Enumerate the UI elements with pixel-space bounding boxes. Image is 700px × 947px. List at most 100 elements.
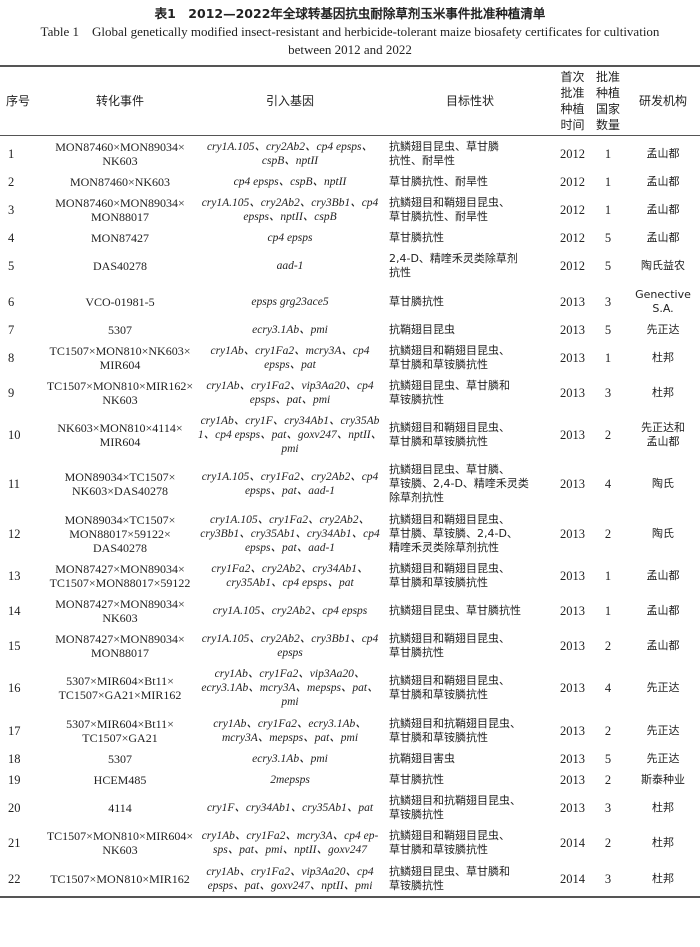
transformation-event: MON87427×MON89034× MON88017 [55, 632, 185, 661]
developer: 先正达 [646, 751, 680, 765]
target-trait: 草甘膦抗性 [389, 772, 444, 786]
row-number: 2 [8, 174, 15, 189]
target-trait: 抗鳞翅目和鞘翅目昆虫、 草甘膦和草铵膦抗性 [389, 674, 510, 702]
table-row: 7 5307 ecry3.1Ab、pmi 抗鞘翅目昆虫 2013 5 先正达 [0, 319, 700, 340]
row-number: 17 [8, 723, 21, 738]
target-trait: 抗鳞翅目和鞘翅目昆虫、 草甘膦和草铵膦抗性 [389, 829, 510, 857]
introduced-genes: ecry3.1Ab、pmi [252, 323, 328, 336]
developer: 杜邦 [652, 386, 674, 400]
approval-country-count: 2 [604, 723, 612, 738]
first-approval-year: 2013 [560, 723, 585, 738]
first-approval-year: 2012 [560, 202, 585, 217]
introduced-genes: cp4 epsps、cspB、nptII [233, 175, 347, 188]
row-number: 13 [8, 568, 21, 583]
introduced-genes: cry1Fa2、cry2Ab2、cry34Ab1、 cry35Ab1、cp4 e… [211, 562, 369, 589]
first-approval-year: 2013 [560, 681, 585, 696]
introduced-genes: 2mepsps [270, 773, 310, 786]
approval-country-count: 1 [604, 202, 612, 217]
developer: 杜邦 [652, 350, 674, 364]
approval-country-count: 2 [604, 526, 612, 541]
approval-country-count: 1 [604, 350, 612, 365]
row-number: 1 [8, 146, 15, 161]
approval-country-count: 3 [604, 294, 612, 309]
first-approval-year: 2014 [560, 836, 585, 851]
transformation-event: MON89034×TC1507× NK603×DAS40278 [64, 470, 176, 499]
target-trait: 抗鳞翅目和鞘翅目昆虫、 草甘膦、草铵膦、2,4-D、 精喹禾灵类除草剂抗性 [389, 512, 518, 554]
developer: 孟山都 [646, 639, 680, 653]
row-number: 19 [8, 772, 21, 787]
transformation-event: MON87427×MON89034× NK603 [55, 597, 185, 626]
approval-country-count: 5 [604, 231, 612, 246]
transformation-event: DAS40278 [92, 259, 147, 274]
transformation-event: 5307 [108, 751, 132, 766]
developer: 孟山都 [646, 231, 680, 245]
first-approval-year: 2013 [560, 751, 585, 766]
target-trait: 抗鳞翅目和鞘翅目昆虫、 草甘膦和草铵膦抗性 [389, 561, 510, 589]
header-no: 序号 [6, 94, 31, 108]
first-approval-year: 2013 [560, 801, 585, 816]
table-row: 1 MON87460×MON89034× NK603 cry1A.105、cry2A… [0, 136, 700, 172]
introduced-genes: cry1A.105、cry2Ab2、cp4 epsps、 cspB、nptII [206, 140, 374, 167]
developer: 先正达和 孟山都 [641, 421, 685, 449]
introduced-genes: cry1A.105、cry2Ab2、cry3Bb1、cp4 epsps、nptI… [201, 196, 379, 223]
first-approval-year: 2012 [560, 146, 585, 161]
table-row: 3 MON87460×MON89034× MON88017 cry1A.105、cr… [0, 192, 700, 227]
transformation-event: TC1507×MON810×MIR162 [50, 871, 190, 886]
first-approval-year: 2013 [560, 772, 585, 787]
approval-country-count: 1 [604, 146, 612, 161]
row-number: 9 [8, 386, 15, 401]
target-trait: 抗鳞翅目和鞘翅目昆虫、 草甘膦抗性、耐旱性 [389, 195, 510, 223]
first-approval-year: 2014 [560, 871, 585, 886]
approval-country-count: 2 [604, 836, 612, 851]
developer: 孟山都 [646, 202, 680, 216]
developer: 陶氏 [652, 477, 674, 491]
transformation-event: 5307 [108, 322, 132, 337]
table-row: 18 5307 ecry3.1Ab、pmi 抗鞘翅目害虫 2013 5 先正达 [0, 748, 700, 769]
transformation-event: MON87460×MON89034× MON88017 [55, 195, 185, 224]
table-row: 6 VCO-01981-5 epsps grg23ace5 草甘膦抗性 2013 3 Gen… [0, 284, 700, 319]
first-approval-year: 2013 [560, 428, 585, 443]
introduced-genes: cry1F、cry34Ab1、cry35Ab1、pat [206, 802, 374, 815]
introduced-genes: cry1A.105、cry2Ab2、cp4 epsps [212, 605, 368, 618]
row-number: 6 [8, 294, 15, 309]
transformation-event: TC1507×MON810×NK603× MIR604 [49, 343, 191, 372]
row-number: 15 [8, 639, 21, 654]
introduced-genes: epsps grg23ace5 [251, 295, 329, 308]
target-trait: 抗鳞翅目和抗鞘翅目昆虫、 草铵膦抗性 [389, 794, 521, 822]
row-number: 10 [8, 428, 21, 443]
row-number: 18 [8, 751, 21, 766]
first-approval-year: 2013 [560, 386, 585, 401]
introduced-genes: cp4 epsps [267, 232, 313, 245]
transformation-event: HCEM485 [93, 772, 147, 787]
developer: 先正达 [646, 723, 680, 737]
first-approval-year: 2013 [560, 568, 585, 583]
first-approval-year: 2013 [560, 477, 585, 492]
developer: 杜邦 [652, 836, 674, 850]
first-approval-year: 2013 [560, 322, 585, 337]
maize-events-table: 序号 转化事件 引入基因 目标性状 首次 批准 种植 时间 批准 种植 国家 数… [0, 65, 700, 898]
transformation-event: MON87460×NK603 [69, 174, 171, 189]
developer: 孟山都 [646, 568, 680, 582]
developer: 陶氏益农 [641, 259, 685, 273]
first-approval-year: 2012 [560, 231, 585, 246]
row-number: 12 [8, 526, 21, 541]
target-trait: 抗鳞翅目和抗鞘翅目昆虫、 草甘膦和草铵膦抗性 [389, 716, 521, 744]
header-genes: 引入基因 [265, 94, 314, 108]
transformation-event: 4114 [108, 801, 132, 816]
developer: 杜邦 [652, 801, 674, 815]
target-trait: 抗鳞翅目昆虫、草甘膦抗性 [389, 604, 521, 618]
row-number: 21 [8, 836, 21, 851]
table-row: 14 MON87427×MON89034× NK603 cry1A.105、cry2… [0, 593, 700, 628]
introduced-genes: cry1Ab、cry1F、cry34Ab1、cry35Ab 1、cp4 epsp… [197, 415, 383, 456]
row-number: 14 [8, 604, 21, 619]
target-trait: 抗鳞翅目和鞘翅目昆虫、 草甘膦抗性 [389, 632, 510, 660]
first-approval-year: 2013 [560, 350, 585, 365]
header-event: 转化事件 [95, 94, 144, 108]
row-number: 3 [8, 202, 15, 217]
first-approval-year: 2012 [560, 174, 585, 189]
row-number: 22 [8, 871, 21, 886]
target-trait: 草甘膦抗性、耐旱性 [389, 174, 488, 188]
target-trait: 草甘膦抗性 [389, 294, 444, 308]
target-trait: 抗鞘翅目害虫 [389, 751, 455, 765]
transformation-event: MON87460×MON89034× NK603 [55, 139, 185, 168]
